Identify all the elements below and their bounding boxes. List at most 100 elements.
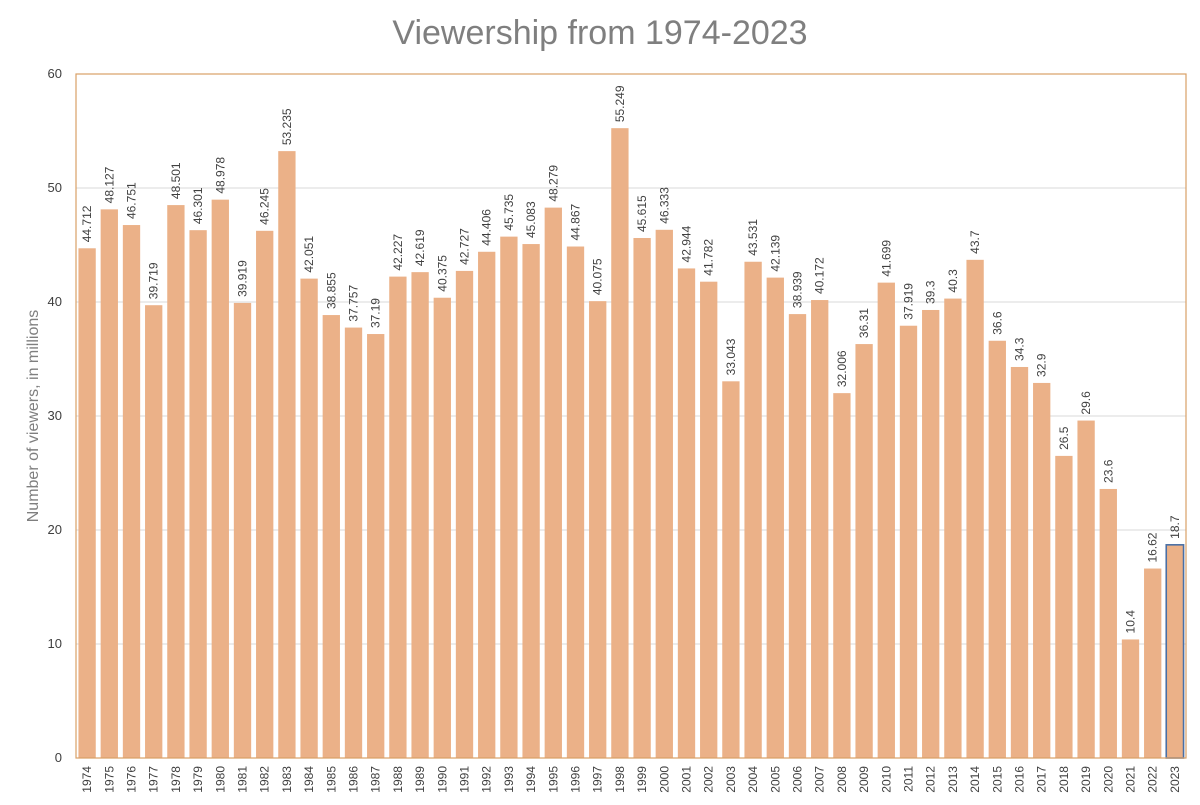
bar-2011 [899,325,918,758]
x-tick-label-1977: 1977 [147,766,161,793]
bar-2010 [877,282,895,758]
x-tick-label-2000: 2000 [657,766,671,793]
x-tick-label-2007: 2007 [813,766,827,793]
data-label-1974: 44.712 [80,205,94,242]
data-label-1991: 42.727 [458,228,472,265]
x-tick-label-2013: 2013 [946,766,960,793]
bar-1996 [566,246,585,758]
y-tick-label: 20 [48,522,62,537]
data-label-2023: 18.7 [1168,515,1182,539]
x-tick-label-1999: 1999 [635,766,649,793]
bar-1994 [522,244,540,758]
x-tick-label-2016: 2016 [1013,766,1027,793]
bar-1983 [278,151,296,759]
bar-2017 [1033,382,1051,758]
y-tick-label: 40 [48,294,62,309]
data-label-1982: 46.245 [258,188,272,225]
data-label-2003: 33.043 [724,338,738,375]
x-tick-label-1976: 1976 [125,766,139,793]
data-label-2008: 32.006 [835,350,849,387]
x-tick-label-1985: 1985 [324,766,338,793]
data-label-1980: 48.978 [213,157,227,194]
x-tick-label-1991: 1991 [458,766,472,793]
chart-title: Viewership from 1974-2023 [392,14,807,52]
bar-1999 [633,237,651,758]
x-tick-label-1996: 1996 [569,766,583,793]
data-label-1988: 42.227 [391,234,405,271]
bar-2021 [1121,639,1140,758]
x-tick-label-2022: 2022 [1146,766,1160,793]
bar-1981 [233,302,252,758]
bar-1982 [256,230,274,758]
y-tick-label: 30 [48,408,62,423]
y-tick-label: 0 [55,750,62,765]
data-label-1990: 40.375 [435,255,449,292]
x-tick-label-1979: 1979 [191,766,205,793]
x-tick-label-2009: 2009 [857,766,871,793]
data-label-1986: 37.757 [347,285,361,322]
data-label-1997: 40.075 [591,258,605,295]
data-label-2017: 32.9 [1035,353,1049,377]
data-label-2006: 38.939 [791,271,805,308]
data-label-1975: 48.127 [102,166,116,203]
data-label-2001: 42.944 [680,225,694,262]
bar-1974 [78,248,96,758]
x-tick-label-2001: 2001 [680,766,694,793]
data-label-1981: 39.919 [236,260,250,297]
data-label-2014: 43.7 [968,230,982,254]
data-label-2020: 23.6 [1101,459,1115,483]
data-label-1989: 42.619 [413,229,427,266]
x-tick-label-1987: 1987 [369,766,383,793]
bar-2013 [944,298,962,758]
y-axis-label: Number of viewers, in millions [25,310,42,523]
data-label-2012: 39.3 [924,280,938,304]
data-label-1999: 45.615 [635,195,649,232]
bar-1984 [300,278,318,758]
bar-1993 [500,236,518,759]
x-tick-label-2005: 2005 [768,766,782,793]
data-label-2013: 40.3 [946,269,960,293]
bar-1977 [145,305,163,758]
data-labels: 44.712 48.127 46.751 39.719 48.501 46.301 48.9… [80,85,1182,633]
bar-2007 [811,300,829,758]
bar-2003 [722,381,740,758]
x-tick-label-1997: 1997 [591,766,605,793]
x-tick-label-2018: 2018 [1057,766,1071,793]
x-tick-label-1989: 1989 [413,766,427,793]
data-label-2007: 40.172 [813,257,827,294]
bar-2016 [1010,366,1029,758]
bar-1989 [411,272,429,758]
data-label-1987: 37.19 [369,298,383,328]
data-label-1979: 46.301 [191,187,205,224]
bar-2008 [833,393,851,758]
data-label-2021: 10.4 [1124,610,1138,634]
data-label-2015: 36.6 [990,311,1004,335]
bar-2023 [1165,544,1185,759]
data-label-1998: 55.249 [613,85,627,122]
bar-2020 [1099,488,1117,758]
x-tick-label-1981: 1981 [236,766,250,793]
bar-1991 [455,270,474,758]
bar-2006 [788,314,807,758]
bar-1986 [344,327,363,758]
x-tick-label-2012: 2012 [924,766,938,793]
x-tick-label-1974: 1974 [80,766,94,793]
data-label-1978: 48.501 [169,162,183,199]
bar-1979 [189,230,207,759]
bar-2002 [700,281,718,758]
data-label-1976: 46.751 [125,182,139,219]
x-tick-label-2015: 2015 [990,766,1004,793]
data-label-1994: 45.083 [524,201,538,238]
x-tick-label-2017: 2017 [1035,766,1049,793]
data-label-2009: 36.31 [857,308,871,338]
bar-1998 [611,128,629,759]
x-tick-label-1998: 1998 [613,766,627,793]
x-tick-label-2010: 2010 [879,766,893,793]
y-axis-ticks: 0 10 20 30 40 50 60 [48,66,62,765]
x-tick-label-1988: 1988 [391,766,405,793]
data-label-2000: 46.333 [657,187,671,224]
bar-2014 [966,259,984,758]
data-label-2022: 16.62 [1146,532,1160,562]
